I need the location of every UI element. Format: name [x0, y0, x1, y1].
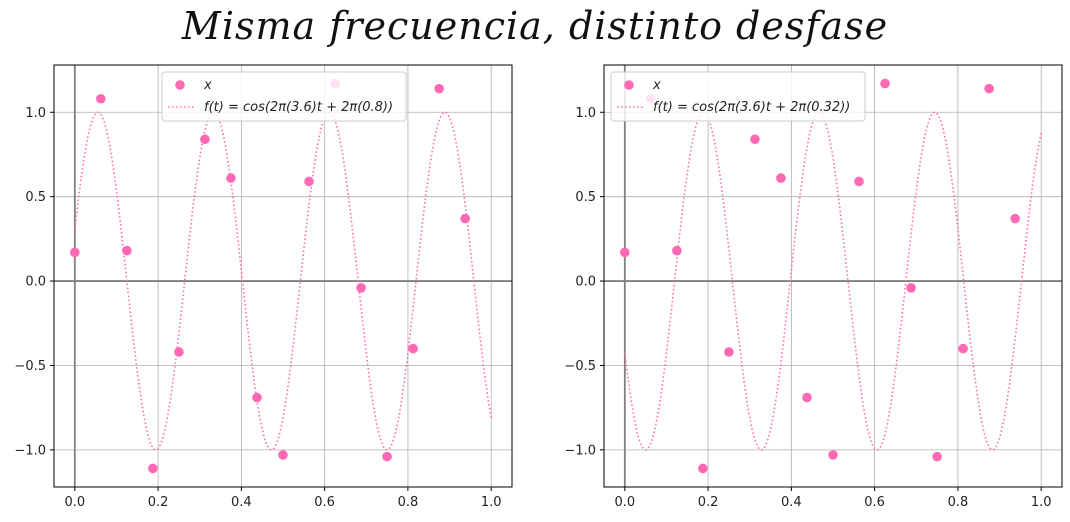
x-tick-label: 0.2 — [148, 495, 169, 510]
y-tick-label: −1.0 — [14, 443, 46, 458]
x-tick-label: 0.0 — [64, 495, 85, 510]
data-point — [70, 247, 80, 258]
plot-frame — [603, 64, 1063, 488]
data-point — [750, 134, 760, 145]
data-point — [906, 283, 916, 293]
data-point — [984, 83, 994, 94]
legend-label-points: x — [652, 78, 661, 93]
y-tick-label: −0.5 — [564, 359, 596, 374]
y-tick-label: −0.5 — [14, 359, 46, 374]
x-tick-label: 1.0 — [1031, 495, 1052, 510]
data-point — [434, 83, 444, 94]
data-point — [382, 451, 392, 462]
chart-panel-2: 0.0 0.2 0.4 0.6 0.8 1.0 −1.0 −0.5 0.0 0.5 1.0 x f(t)… — [564, 64, 1063, 510]
x-tick-label: 0.8 — [948, 495, 969, 510]
legend-marker-points — [175, 80, 185, 90]
data-point — [958, 343, 968, 354]
x-tick-label: 0.4 — [231, 495, 252, 510]
data-point — [672, 245, 682, 256]
data-point — [148, 463, 158, 474]
x-tick-label: 0.6 — [864, 495, 885, 510]
data-point — [356, 283, 366, 293]
x-tick-label: 0.4 — [781, 495, 802, 510]
x-tick-label: 0.8 — [398, 495, 419, 510]
data-point — [698, 463, 708, 474]
data-point — [460, 213, 470, 224]
data-point — [226, 173, 236, 183]
data-point — [408, 343, 418, 354]
data-point — [724, 347, 734, 357]
y-tick-label: 1.0 — [575, 106, 596, 121]
legend-label-curve: f(t) = cos(2π(3.6)t + 2π(0.8)) — [204, 100, 393, 115]
x-tick-label: 0.0 — [614, 495, 635, 510]
y-tick-label: 0.5 — [25, 190, 46, 205]
data-point — [1010, 213, 1020, 224]
legend-marker-points — [624, 80, 634, 90]
data-point — [200, 134, 210, 145]
y-tick-label: 0.0 — [575, 275, 596, 290]
data-point — [776, 173, 786, 183]
legend-label-curve: f(t) = cos(2π(3.6)t + 2π(0.32)) — [653, 100, 850, 115]
x-tick-label: 0.2 — [698, 495, 719, 510]
data-point — [304, 176, 314, 187]
x-tick-label: 0.6 — [314, 495, 335, 510]
data-point — [620, 247, 630, 258]
legend-box — [610, 71, 866, 122]
legend-label-points: x — [203, 78, 212, 93]
y-tick-label: 1.0 — [25, 106, 46, 121]
legend-box — [161, 71, 407, 122]
curve-series — [74, 111, 492, 451]
figure-title: Misma frecuencia, distinto desfase — [181, 4, 889, 48]
data-point — [278, 450, 288, 460]
data-point — [932, 451, 942, 462]
y-tick-label: 0.5 — [575, 190, 596, 205]
data-point — [802, 392, 812, 403]
data-point — [854, 176, 864, 187]
plot-frame — [53, 64, 513, 488]
data-point — [174, 347, 184, 357]
x-tick-label: 1.0 — [481, 495, 502, 510]
data-point — [828, 450, 838, 460]
chart-panel-1: 0.0 0.2 0.4 0.6 0.8 1.0 −1.0 −0.5 0.0 0.5 1.0 x f(t)… — [14, 64, 513, 510]
y-tick-label: −1.0 — [564, 443, 596, 458]
data-point — [252, 392, 262, 403]
data-point — [880, 78, 890, 89]
data-point — [96, 93, 106, 104]
y-tick-label: 0.0 — [25, 275, 46, 290]
data-point — [122, 245, 132, 256]
